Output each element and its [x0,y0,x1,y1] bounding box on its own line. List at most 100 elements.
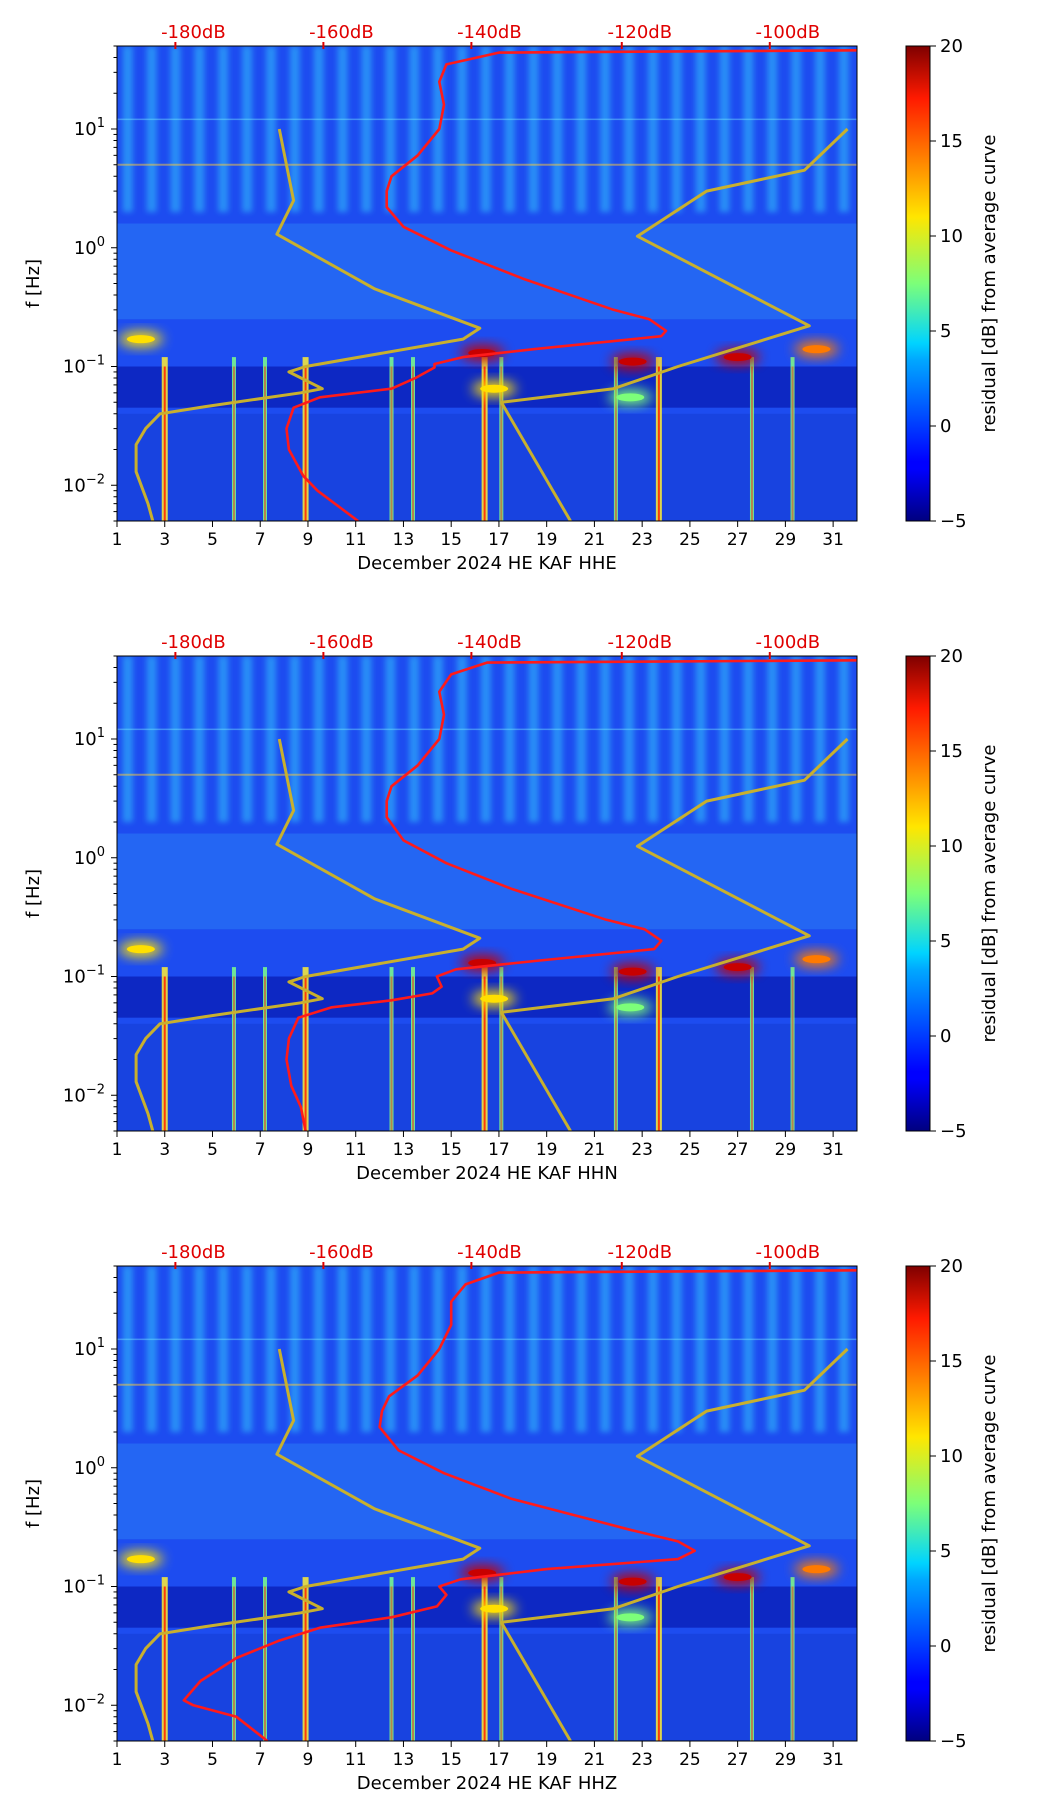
event-streak-core [232,976,235,1131]
db-scale-label: -120dB [607,22,672,43]
residual-hotspot-core [480,1604,509,1613]
residual-hotspot-core [618,967,647,976]
x-tick-label: 23 [631,530,653,550]
x-tick-label: 27 [727,530,749,550]
daily-noise-stripe [122,1266,133,1433]
db-scale-label: -160dB [309,1242,374,1263]
average-psd-curve [182,1269,857,1741]
daily-noise-stripe [647,1266,658,1433]
colorbar-gradient [905,655,931,1132]
x-tick-label: 15 [440,530,462,550]
daily-noise-stripe [385,46,396,213]
residual-hotspot-core [616,393,645,402]
daily-noise-stripe [671,656,682,823]
daily-noise-stripe [528,46,539,213]
x-axis-label: December 2024 HE KAF HHE [357,553,617,574]
daily-noise-stripe [815,46,825,213]
daily-noise-stripe [528,656,539,823]
db-scale-label: -140dB [457,632,522,653]
x-tick-label: 9 [303,1750,314,1770]
daily-noise-stripe [743,1266,754,1433]
daily-noise-stripe [600,1266,611,1433]
daily-noise-stripe [170,46,181,213]
y-tick-label: 10−2 [63,1692,105,1716]
daily-noise-stripe [552,1266,563,1433]
event-streak-core [264,1586,266,1741]
colorbar-tick-label: 15 [940,1351,963,1372]
colorbar-tick-label: 0 [940,1026,951,1047]
x-tick-label: 7 [255,1750,266,1770]
daily-noise-stripe [313,46,324,213]
microseism-band [117,223,857,320]
x-tick-label: 25 [679,1750,701,1770]
db-scale-label: -180dB [161,632,226,653]
event-streak-core [412,366,414,521]
y-tick-base: 10 [74,238,97,259]
y-axis-label: f [Hz] [23,869,44,918]
x-tick-label: 9 [303,1140,314,1160]
residual-hotspot-core [802,1565,831,1574]
daily-noise-stripe [122,656,133,823]
daily-noise-stripe [337,656,348,823]
event-streak-core [304,976,307,1131]
x-tick-label: 13 [393,1140,415,1160]
y-tick-base: 10 [63,1085,86,1106]
x-tick-label: 11 [345,1140,367,1160]
daily-noise-stripe [337,1266,348,1433]
colorbar-tick-label: 20 [940,646,963,667]
event-streak-core [163,366,166,521]
daily-noise-stripe [194,656,205,823]
y-tick-exponent: 1 [97,726,105,741]
y-axis-label: f [Hz] [23,1479,44,1528]
daily-noise-stripe [242,1266,253,1433]
event-streak-core [657,366,660,521]
daily-noise-stripe [504,656,515,823]
x-tick-label: 7 [255,530,266,550]
residual-hotspot-core [618,1577,647,1586]
event-streak-core [264,976,266,1131]
y-tick-label: 101 [74,726,105,750]
y-tick-base: 10 [63,357,86,378]
daily-noise-stripe [743,656,754,823]
x-tick-label: 23 [631,1140,653,1160]
x-tick-label: 11 [345,1750,367,1770]
noise-model-curve-1 [134,1348,482,1741]
residual-hotspot-core [480,994,509,1003]
y-tick-label: 10−1 [63,354,105,378]
event-streak-core [500,366,503,521]
daily-noise-stripe [576,656,587,823]
daily-noise-stripe [218,656,229,823]
event-streak-core [412,976,414,1131]
daily-noise-stripe [265,1266,276,1433]
daily-noise-stripe [480,656,491,823]
x-tick-label: 15 [440,1750,462,1770]
residual-hotspot-core [802,345,831,354]
x-tick-label: 7 [255,1140,266,1160]
x-tick-label: 3 [159,1140,170,1160]
y-tick-base: 10 [63,1695,86,1716]
y-tick-exponent: 0 [97,1455,105,1470]
x-tick-label: 13 [393,530,415,550]
colorbar-tick-label: 0 [940,1636,951,1657]
x-axis-label: December 2024 HE KAF HHN [356,1163,618,1184]
daily-noise-stripe [242,656,253,823]
y-tick-exponent: −2 [86,1082,105,1097]
daily-noise-stripe [265,46,276,213]
residual-hotspot-core [126,1555,155,1564]
event-streak-core [390,976,393,1131]
daily-noise-stripe [815,1266,825,1433]
colorbar-label: residual [dB] from average curve [979,134,1000,432]
event-streak-core [163,976,166,1131]
daily-noise-stripe [218,1266,229,1433]
y-tick-base: 10 [74,729,97,750]
db-scale-label: -160dB [309,22,374,43]
daily-noise-stripe [552,46,563,213]
x-tick-label: 5 [207,1140,218,1160]
x-tick-label: 29 [775,530,797,550]
daily-noise-stripe [791,46,802,213]
daily-noise-stripe [600,46,611,213]
y-tick-label: 100 [74,845,105,869]
daily-noise-stripe [671,46,682,213]
x-tick-label: 31 [822,1750,844,1770]
